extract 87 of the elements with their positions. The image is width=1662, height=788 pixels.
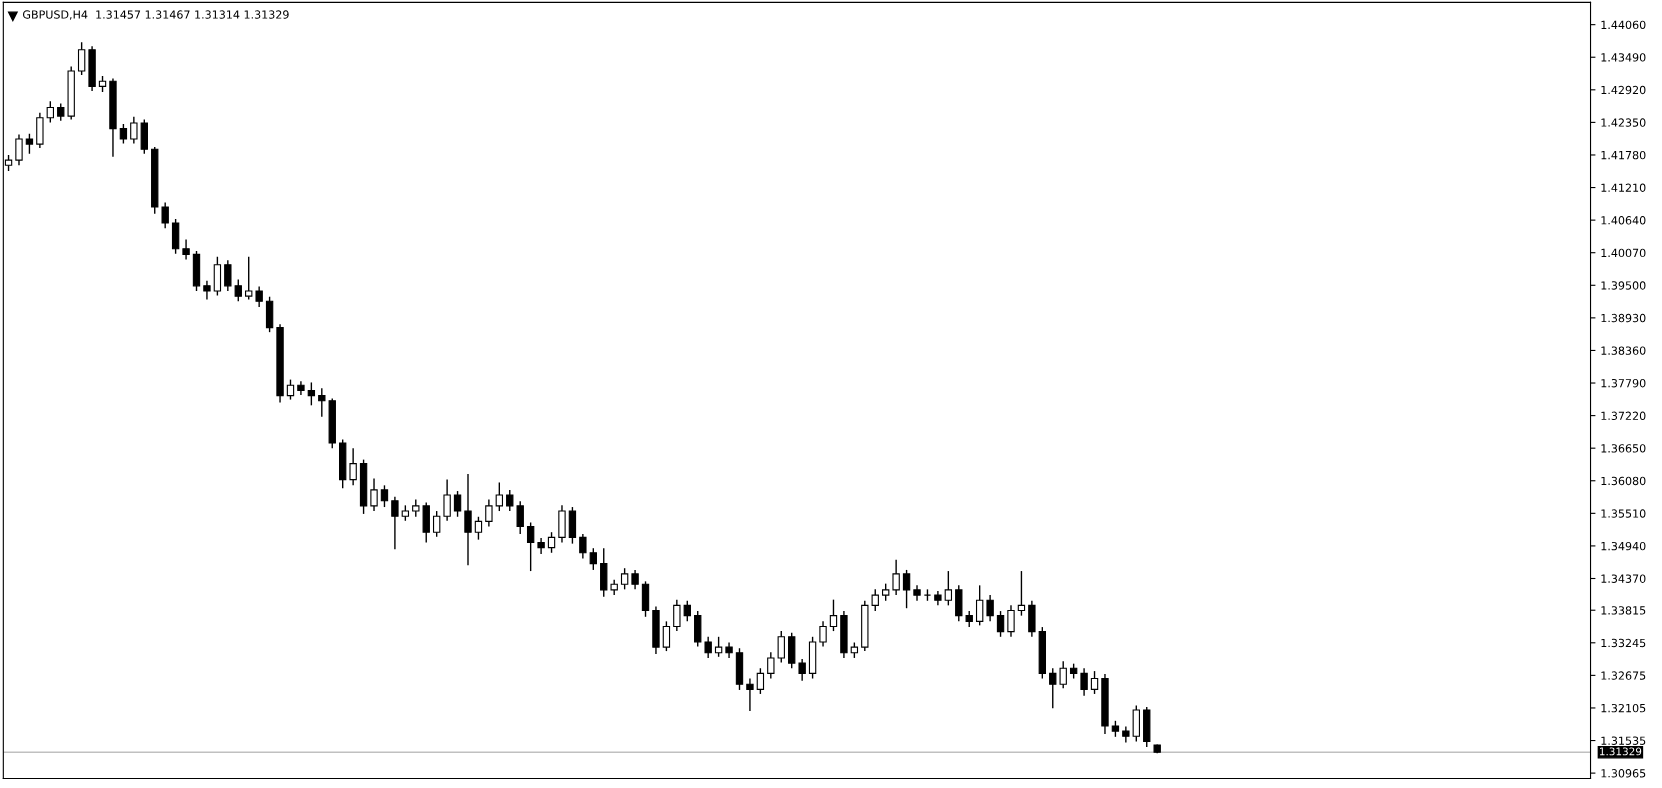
candlestick [662, 620, 671, 652]
y-tick-label: 1.40640 [1601, 216, 1646, 225]
y-tick-label: 1.36650 [1601, 444, 1646, 453]
candlestick [777, 630, 785, 664]
candlestick [506, 489, 514, 512]
y-tick-label: 1.38930 [1601, 313, 1646, 323]
candlestick [537, 537, 545, 555]
candlestick [485, 498, 493, 528]
y-tick-label: 1.31535 [1601, 736, 1646, 745]
candlestick [391, 496, 399, 551]
candlestick [756, 667, 765, 695]
y-tick-label: 1.37790 [1601, 379, 1646, 388]
y-tick-label: 1.33245 [1601, 638, 1646, 648]
candlestick [161, 201, 169, 229]
candlestick [819, 620, 827, 648]
y-tick-label: 1.30965 [1601, 769, 1646, 778]
candlestick [996, 610, 1005, 638]
candlestick [349, 447, 357, 487]
candlestick [902, 569, 911, 609]
y-tick-label: 1.40070 [1601, 248, 1646, 258]
candlestick [944, 570, 953, 607]
candlestick [1007, 604, 1015, 638]
candlestick [986, 594, 994, 623]
y-tick-label: 1.38360 [1601, 346, 1646, 355]
candlestick [318, 387, 326, 418]
candlestick [1090, 670, 1099, 695]
candlestick [767, 651, 775, 680]
y-tick-label: 1.34370 [1601, 574, 1646, 583]
candlestick [579, 533, 587, 560]
candlestick [182, 238, 190, 261]
candlestick [683, 600, 691, 623]
candlestick [975, 584, 984, 627]
candlestick [474, 516, 483, 541]
candlestick [547, 531, 556, 554]
candlestick [307, 381, 316, 407]
y-tick-label: 1.42920 [1601, 85, 1646, 95]
candlestick [1049, 667, 1057, 709]
candlestick [798, 658, 806, 682]
candlestick [1017, 570, 1026, 617]
candlestick [15, 133, 23, 166]
y-tick-label: 1.41780 [1601, 150, 1646, 160]
candlestick [203, 280, 211, 301]
candlestick [526, 521, 535, 572]
y-tick-label: 1.42350 [1601, 118, 1646, 127]
candlestick [495, 481, 504, 512]
candlestick [432, 510, 441, 538]
y-tick-label: 1.32675 [1601, 671, 1646, 680]
y-tick-label: 1.44060 [1601, 20, 1646, 30]
candlestick [516, 500, 524, 535]
candlestick [714, 636, 723, 658]
candlestick [453, 490, 462, 518]
y-tick-label: 1.32105 [1601, 703, 1646, 713]
candlestick [589, 547, 597, 571]
candlestick [631, 569, 639, 591]
ref-line-label: 1.31329 [1600, 747, 1642, 756]
candlestick [370, 477, 378, 512]
y-tick-label: 1.41210 [1601, 183, 1646, 192]
candlestick [620, 567, 629, 591]
candlestick [245, 256, 253, 301]
y-tick-label: 1.34940 [1601, 541, 1646, 551]
candlestick [1080, 667, 1088, 697]
candlestick [673, 598, 681, 632]
candlestick [871, 588, 879, 612]
candlestick [224, 259, 232, 292]
candlestick [77, 41, 86, 76]
candlestick [46, 100, 55, 124]
candlestick [286, 378, 295, 401]
candlestick [746, 677, 754, 712]
candlestick [130, 115, 138, 145]
y-tick-label: 1.37220 [1601, 411, 1646, 420]
candlestick [443, 478, 451, 522]
candlestick [829, 598, 838, 632]
y-tick-label: 1.35510 [1601, 509, 1646, 518]
y-tick-label: 1.33815 [1601, 606, 1646, 615]
candlestick [704, 636, 712, 659]
candlestick [380, 484, 389, 508]
candlestick [119, 123, 128, 145]
y-tick-label: 1.36080 [1601, 476, 1646, 486]
y-tick-label: 1.43490 [1601, 53, 1646, 62]
y-tick-label: 1.39500 [1601, 281, 1646, 290]
candlestick [25, 133, 34, 155]
candlestick [234, 278, 242, 302]
candlestick [255, 285, 263, 308]
text: GBPUSD,H4 1.31457 1.31467 1.31314 1.31329 [22, 10, 289, 20]
candlestick [464, 473, 472, 567]
candlestick [892, 558, 900, 596]
candlestick [1059, 660, 1067, 689]
